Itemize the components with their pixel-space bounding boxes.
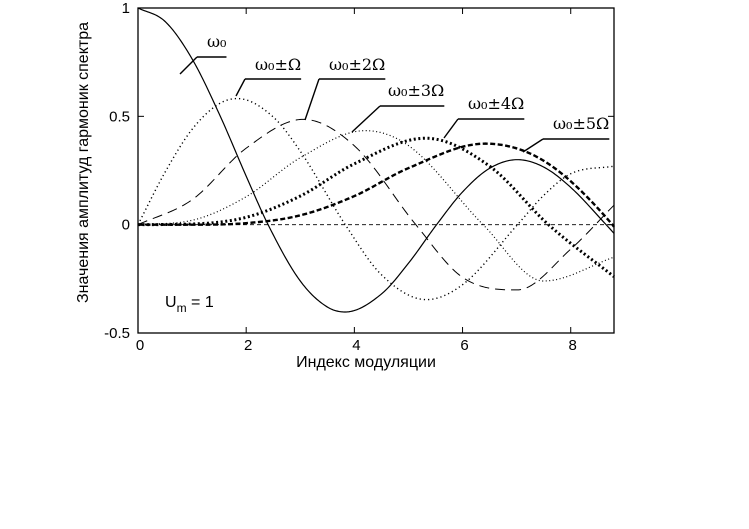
series-group: [137, 7, 615, 313]
plot-frame: [137, 7, 615, 334]
series-line-order-0: [137, 7, 615, 313]
annotation-rest: = 1: [187, 294, 214, 311]
series-label-order-0: ω₀: [207, 32, 226, 51]
series-line-order-1: [137, 97, 615, 301]
x-tick-label: 4: [352, 337, 360, 354]
series-label-leader: [351, 105, 381, 133]
x-tick-label: 2: [244, 337, 252, 354]
series-label-order-4: ω₀±4Ω: [468, 94, 524, 113]
amplitude-annotation: Um = 1: [165, 294, 214, 315]
x-tick-label: 6: [460, 337, 468, 354]
y-axis-title: Значения амплитуд гармоник спектра: [75, 22, 92, 303]
series-label-leader: [304, 78, 320, 121]
series-label-leader: [443, 118, 459, 139]
series-label-order-3: ω₀±3Ω: [388, 81, 444, 100]
series-label-order-1: ω₀±Ω: [255, 55, 301, 74]
y-tick-label: 0: [122, 217, 130, 234]
x-axis-title: Индекс модуляции: [296, 354, 436, 371]
y-tick-label: 0.5: [109, 108, 130, 125]
series-line-order-4: [137, 136, 615, 278]
annotation-main: U: [165, 294, 177, 311]
series-line-order-3: [137, 130, 615, 282]
x-tick-label: 8: [569, 337, 577, 354]
series-label-order-5: ω₀±5Ω: [553, 114, 609, 133]
series-label-order-2: ω₀±2Ω: [329, 55, 385, 74]
series-label-leader: [522, 138, 544, 153]
annotation-sub: m: [177, 301, 187, 315]
series-label-leader: [179, 56, 198, 75]
series-line-order-5: [138, 142, 615, 228]
series-line-order-2: [137, 118, 615, 291]
x-tick-label: 0: [136, 337, 144, 354]
y-tick-label: -0.5: [104, 325, 130, 342]
y-tick-label: 1: [122, 0, 130, 17]
axis-ticks: 0 2 4 6 8 -0.5 0 0.5 1: [104, 0, 614, 354]
series-label-leader: [235, 78, 246, 97]
